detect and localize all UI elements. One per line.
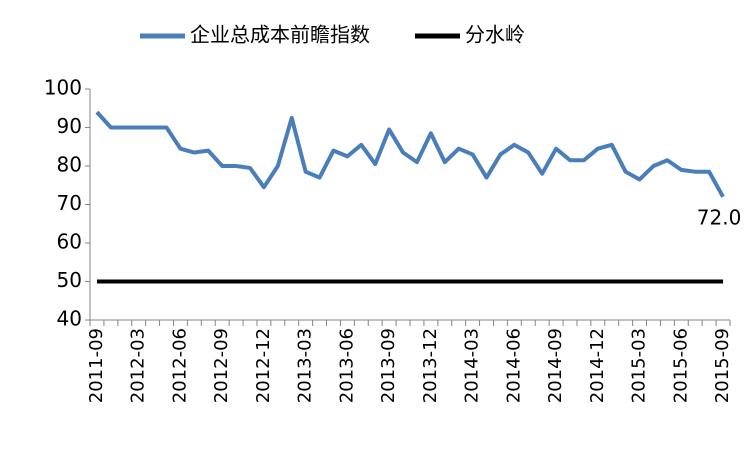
line-series bbox=[95, 110, 725, 198]
y-tick-label: 40 bbox=[57, 307, 82, 331]
y-tick-label: 60 bbox=[57, 230, 82, 254]
legend-label: 企业总成本前瞻指数 bbox=[190, 23, 370, 47]
x-tick-label: 2015-03 bbox=[629, 328, 650, 403]
y-tick-label: 80 bbox=[57, 153, 82, 177]
y-tick-label: 70 bbox=[57, 191, 82, 215]
legend-label: 分水岭 bbox=[465, 23, 525, 47]
x-tick-label: 2014-09 bbox=[545, 328, 566, 403]
x-tick-label: 2012-03 bbox=[128, 328, 149, 403]
x-tick-label: 2012-09 bbox=[211, 328, 232, 403]
x-tick-label: 2014-06 bbox=[503, 328, 524, 403]
x-tick-label: 2015-06 bbox=[670, 328, 691, 403]
x-tick-label: 2012-06 bbox=[169, 328, 190, 403]
x-tick-label: 2012-12 bbox=[253, 328, 274, 403]
y-tick-label: 100 bbox=[44, 76, 82, 100]
y-tick-label: 90 bbox=[57, 114, 82, 138]
x-tick-label: 2013-09 bbox=[378, 328, 399, 403]
x-tick-label: 2011-09 bbox=[86, 328, 107, 403]
x-tick-label: 2013-06 bbox=[336, 328, 357, 403]
x-tick-label: 2014-03 bbox=[462, 328, 483, 403]
x-tick-label: 2015-09 bbox=[712, 328, 733, 403]
x-tick-label: 2013-12 bbox=[420, 328, 441, 403]
y-tick-label: 50 bbox=[57, 268, 82, 292]
x-tick-label: 2013-03 bbox=[295, 328, 316, 403]
data-label: 72.0 bbox=[697, 205, 742, 229]
x-tick-label: 2014-12 bbox=[587, 328, 608, 403]
